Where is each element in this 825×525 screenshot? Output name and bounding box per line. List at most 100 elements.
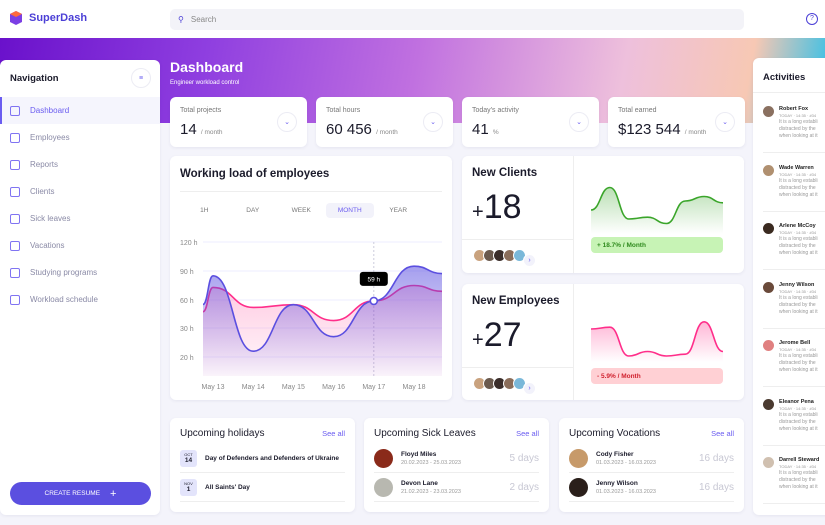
avatar xyxy=(763,281,774,293)
avatar-group[interactable]: › xyxy=(473,249,536,267)
trend-sparkline xyxy=(590,186,724,234)
chevron-right-icon[interactable]: › xyxy=(523,254,536,267)
activity-text: It is a long establi distracted by the w… xyxy=(779,353,818,373)
sidebar-item-label: Dashboard xyxy=(30,106,70,115)
holiday-row[interactable]: OCT 14 Day of Defenders and Defenders of U… xyxy=(180,444,345,473)
app-logo[interactable]: SuperDash xyxy=(10,11,87,25)
kpi-title: New Employees xyxy=(472,295,560,307)
vacations-see-all-link[interactable]: See all xyxy=(711,429,734,438)
stat-number: 60 456 xyxy=(326,121,372,138)
sidebar-item-reports[interactable]: Reports xyxy=(0,151,160,178)
avatar xyxy=(569,448,588,468)
activity-item[interactable]: Jerome Bell TODAY · 14:35 · #34 It is a lo… xyxy=(779,340,825,374)
stat-card: Today's activity 41 % ⌄ xyxy=(462,97,599,147)
days-count: 16 days xyxy=(698,452,734,464)
person-row[interactable]: Jenny Wilson 01.03.2023 - 16.03.2023 16 da… xyxy=(569,473,734,502)
activity-item[interactable]: Eleanor Pena TODAY · 14:35 · #34 It is a l… xyxy=(779,399,825,433)
collapse-menu-button[interactable]: ≡ xyxy=(131,68,151,88)
vacations-title: Upcoming Vocations xyxy=(569,428,661,439)
holidays-see-all-link[interactable]: See all xyxy=(322,429,345,438)
sparkline-area xyxy=(591,187,723,234)
change-badge: - 5.9% / Month xyxy=(591,368,723,384)
sidebar-item-workload-schedule[interactable]: Workload schedule xyxy=(0,286,160,313)
activity-meta: TODAY · 14:35 · #34 xyxy=(779,288,817,294)
chevron-right-icon[interactable]: › xyxy=(523,382,536,395)
tab-1h[interactable]: 1H xyxy=(200,207,209,214)
stat-number: 41 xyxy=(472,121,489,138)
person-row[interactable]: Floyd Miles 20.02.2023 - 25.03.2023 5 days xyxy=(374,444,539,473)
workload-title: Working load of employees xyxy=(180,168,330,180)
sick-see-all-link[interactable]: See all xyxy=(516,429,539,438)
tab-year[interactable]: YEAR xyxy=(389,207,408,214)
stat-value: 14 / month xyxy=(180,121,223,138)
chevron-down-icon[interactable]: ⌄ xyxy=(715,112,735,132)
activity-item[interactable]: Robert Fox TODAY · 14:35 · #34 It is a lon… xyxy=(779,106,825,140)
activity-text: It is a long establi distracted by the w… xyxy=(779,411,818,432)
sidebar-item-studying-programs[interactable]: Studying programs xyxy=(0,259,160,286)
y-tick-label: 90 h xyxy=(180,269,194,276)
new-employees-card: New Employees +27 › - 5.9% / Month xyxy=(462,284,744,400)
activity-meta: TODAY · 14:35 · #34 xyxy=(779,464,817,469)
sidebar-item-clients[interactable]: Clients xyxy=(0,178,160,205)
holiday-name: All Saints' Day xyxy=(205,483,250,491)
kpi-title: New Clients xyxy=(472,167,538,179)
sparkline-line xyxy=(590,186,724,225)
kpi-sign: + xyxy=(472,201,484,223)
create-resume-button[interactable]: CREATE RESUME + xyxy=(10,482,151,505)
avatar xyxy=(763,223,774,234)
plus-icon: + xyxy=(110,487,117,500)
tab-week[interactable]: WEEK xyxy=(291,207,311,214)
series-0-line xyxy=(202,265,443,353)
holiday-row[interactable]: NOV 1 All Saints' Day xyxy=(180,473,345,502)
avatar xyxy=(763,398,774,410)
holiday-name: Day of Defenders and Defenders of Ukrain… xyxy=(205,454,340,462)
stat-value: 60 456 / month xyxy=(326,121,398,138)
chevron-down-icon[interactable]: ⌄ xyxy=(569,112,589,132)
highlight-point[interactable] xyxy=(369,296,379,306)
x-tick-label: May 17 xyxy=(362,384,385,391)
grid-icon xyxy=(10,105,20,116)
tab-day[interactable]: DAY xyxy=(246,207,260,214)
stat-value: 41 % xyxy=(472,121,499,138)
person-name: Floyd Miles xyxy=(401,450,437,458)
person-row[interactable]: Cody Fisher 01.03.2023 - 16.03.2023 16 day… xyxy=(569,444,734,473)
search-input[interactable]: ⚲ Search xyxy=(170,9,744,30)
month: OCT xyxy=(184,451,193,457)
chevron-down-icon[interactable]: ⌄ xyxy=(277,112,297,132)
activity-item[interactable]: Jenny Wilson TODAY · 14:35 · #34 It is a l… xyxy=(779,282,825,316)
activity-item[interactable]: Arlene McCoy TODAY · 14:35 · #34 It is a l… xyxy=(779,223,825,257)
days-count: 16 days xyxy=(698,481,734,493)
divider xyxy=(763,386,825,387)
sidebar-item-label: Reports xyxy=(30,160,59,169)
sidebar-item-employees[interactable]: Employees xyxy=(0,124,160,151)
search-placeholder: Search xyxy=(190,15,217,24)
avatar-group[interactable]: › xyxy=(473,377,536,395)
date-range: 01.03.2023 - 16.03.2023 xyxy=(596,459,656,466)
activity-text: It is a long establi distracted by the w… xyxy=(779,236,818,256)
activity-meta: TODAY · 14:35 · #34 xyxy=(779,113,817,118)
create-resume-label: CREATE RESUME xyxy=(44,490,101,497)
stat-unit: / month xyxy=(684,129,707,136)
stat-card: Total projects 14 / month ⌄ xyxy=(170,97,307,147)
sidebar-item-vacations[interactable]: Vacations xyxy=(0,232,160,259)
holidays-title: Upcoming holidays xyxy=(180,428,265,439)
tab-month[interactable]: MONTH xyxy=(325,203,374,218)
activity-name: Jenny Wilson xyxy=(779,281,815,288)
person-name: Jenny Wilson xyxy=(596,479,638,487)
date-range: 21.02.2023 - 23.03.2023 xyxy=(401,488,461,495)
palm-icon xyxy=(10,240,20,251)
book-icon xyxy=(10,267,20,278)
activity-name: Eleanor Pena xyxy=(779,398,814,405)
change-badge: + 18.7% / Month xyxy=(591,237,723,253)
chevron-down-icon[interactable]: ⌄ xyxy=(423,112,443,132)
activity-item[interactable]: Darrell Steward TODAY · 14:35 · #34 It is … xyxy=(779,457,825,491)
divider xyxy=(763,152,825,153)
sidebar-item-sick-leaves[interactable]: Sick leaves xyxy=(0,205,160,232)
kpi-value: +18 xyxy=(472,188,522,227)
sidebar-item-dashboard[interactable]: Dashboard xyxy=(0,97,160,124)
search-icon: ⚲ xyxy=(178,15,184,24)
activity-name: Arlene McCoy xyxy=(779,223,816,229)
help-circle-icon[interactable]: ? xyxy=(806,13,818,25)
activity-item[interactable]: Wade Warren TODAY · 14:35 · #34 It is a lo… xyxy=(779,165,825,199)
person-row[interactable]: Devon Lane 21.02.2023 - 23.03.2023 2 days xyxy=(374,473,539,502)
